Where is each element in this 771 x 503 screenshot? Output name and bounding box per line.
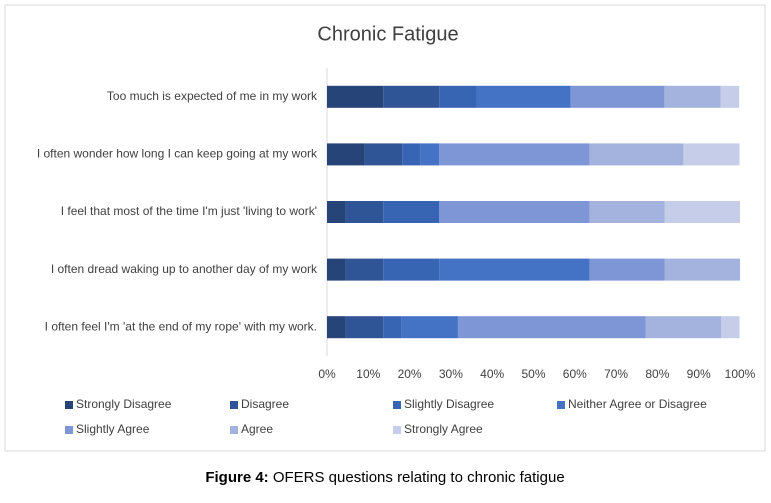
y-tick-label: Too much is expected of me in my work xyxy=(107,89,318,103)
bar-segment xyxy=(383,85,440,108)
x-tick-label: 50% xyxy=(521,367,545,381)
legend-swatch xyxy=(393,426,401,434)
y-tick-label: I often feel I'm 'at the end of my rope'… xyxy=(45,319,317,333)
y-tick-label: I feel that most of the time I'm just 'l… xyxy=(61,204,317,218)
chart-title: Chronic Fatigue xyxy=(317,23,458,45)
bar-segment xyxy=(327,201,346,223)
bar-segment xyxy=(439,143,590,166)
legend-label: Strongly Agree xyxy=(404,422,483,436)
bar-segment xyxy=(589,201,665,223)
x-tick-label: 90% xyxy=(687,367,711,381)
legend-swatch xyxy=(65,401,73,409)
bar-segment xyxy=(327,316,346,339)
legend-label: Slightly Disagree xyxy=(404,397,494,411)
caption: Figure 4: OFERS questions relating to ch… xyxy=(205,469,564,486)
bar-segment xyxy=(589,143,684,166)
bar-segment xyxy=(589,258,665,281)
legend-swatch xyxy=(230,426,238,434)
x-tick-label: 80% xyxy=(645,367,669,381)
x-tick-label: 60% xyxy=(563,367,587,381)
x-tick-label: 10% xyxy=(356,367,380,381)
legend-label: Agree xyxy=(241,422,273,436)
bar-segment xyxy=(345,316,384,339)
y-tick-label: I often wonder how long I can keep going… xyxy=(37,147,318,161)
bar-segment xyxy=(570,85,665,108)
caption-text: OFERS questions relating to chronic fati… xyxy=(273,469,565,486)
bar-segment xyxy=(457,316,646,339)
bar-segment xyxy=(720,85,740,108)
legend-label: Disagree xyxy=(241,397,289,411)
bar-segment xyxy=(664,201,740,223)
bar-segment xyxy=(327,143,365,166)
bar-segment xyxy=(721,316,740,339)
legend-swatch xyxy=(557,401,565,409)
legend-label: Slightly Agree xyxy=(76,422,150,436)
bar-segment xyxy=(401,316,458,339)
caption-label: Figure 4: xyxy=(205,469,268,486)
legend-label: Strongly Disagree xyxy=(76,397,172,411)
bar-segment xyxy=(439,201,590,223)
bar-segment xyxy=(664,85,721,108)
bar-segment xyxy=(664,258,740,281)
x-tick-label: 40% xyxy=(480,367,504,381)
bar-segment xyxy=(439,258,590,281)
x-tick-label: 70% xyxy=(604,367,628,381)
bar-segment xyxy=(476,85,571,108)
x-tick-label: 20% xyxy=(398,367,422,381)
bar-segment xyxy=(327,85,384,108)
x-tick-label: 100% xyxy=(725,367,756,381)
chart-frame xyxy=(4,4,766,452)
bar-segment xyxy=(345,201,384,223)
bar-segment xyxy=(364,143,403,166)
bar-segment xyxy=(420,143,440,166)
bar-segment xyxy=(383,201,440,223)
bar-segment xyxy=(402,143,421,166)
bar-segment xyxy=(439,85,477,108)
bar-segment xyxy=(345,258,384,281)
bar-segment xyxy=(383,258,440,281)
bar-segment xyxy=(645,316,722,339)
x-tick-label: 30% xyxy=(439,367,463,381)
x-tick-label: 0% xyxy=(318,367,336,381)
bar-segment xyxy=(383,316,402,339)
legend-swatch xyxy=(393,401,401,409)
y-tick-label: I often dread waking up to another day o… xyxy=(51,262,318,276)
bar-segment xyxy=(683,143,740,166)
legend-label: Neither Agree or Disagree xyxy=(568,397,707,411)
legend-swatch xyxy=(230,401,238,409)
bar-segment xyxy=(327,258,346,281)
legend-swatch xyxy=(65,426,73,434)
